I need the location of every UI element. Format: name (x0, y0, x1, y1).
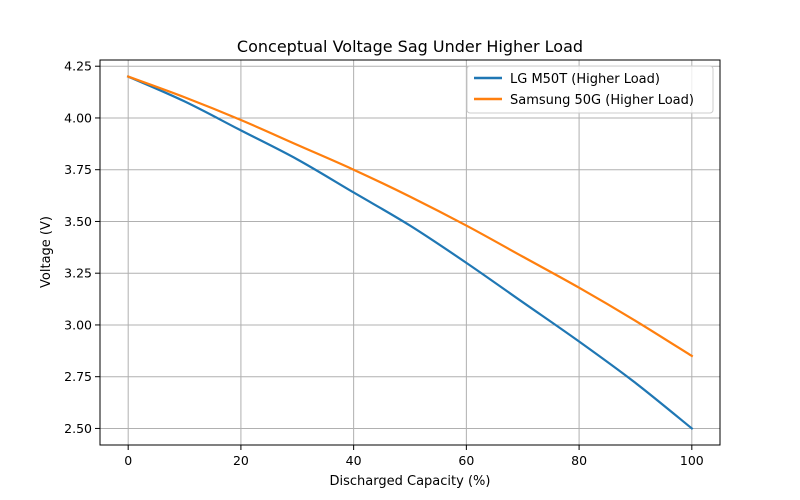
grid-layer (100, 60, 720, 445)
x-tick-label: 60 (458, 453, 474, 468)
plot-frame (99, 59, 721, 446)
x-tick-label: 20 (233, 453, 249, 468)
x-axis-label: Discharged Capacity (%) (330, 474, 491, 489)
legend-label-samsung-50g: Samsung 50G (Higher Load) (510, 93, 694, 108)
y-tick-label: 3.50 (64, 214, 92, 229)
y-tick-label: 3.00 (64, 317, 92, 332)
y-tick-label: 3.75 (64, 162, 92, 177)
y-tick-label: 4.25 (64, 59, 92, 74)
series-layer (126, 75, 694, 430)
tick-layer: 0 20 40 60 80 100 2.50 2.75 3.00 3.25 3.50 3.75 4.00… (64, 59, 704, 468)
x-tick-label: 0 (124, 453, 132, 468)
chart-title: Conceptual Voltage Sag Under Higher Load (237, 37, 583, 56)
y-tick-label: 2.50 (64, 421, 92, 436)
y-tick-label: 3.25 (64, 266, 92, 281)
x-tick-label: 100 (680, 453, 704, 468)
y-axis-label: Voltage (V) (39, 216, 54, 288)
y-tick-label: 2.75 (64, 369, 92, 384)
legend-box (466, 65, 714, 114)
series-line-samsung-50g (126, 75, 694, 358)
legend-label-lg-m50t: LG M50T (Higher Load) (510, 72, 660, 87)
series-line-lg-m50t (126, 75, 694, 430)
x-tick-label: 40 (346, 453, 362, 468)
x-tick-label: 80 (571, 453, 587, 468)
y-tick-label: 4.00 (64, 110, 92, 125)
legend: LG M50T (Higher Load) Samsung 50G (Highe… (466, 65, 714, 114)
